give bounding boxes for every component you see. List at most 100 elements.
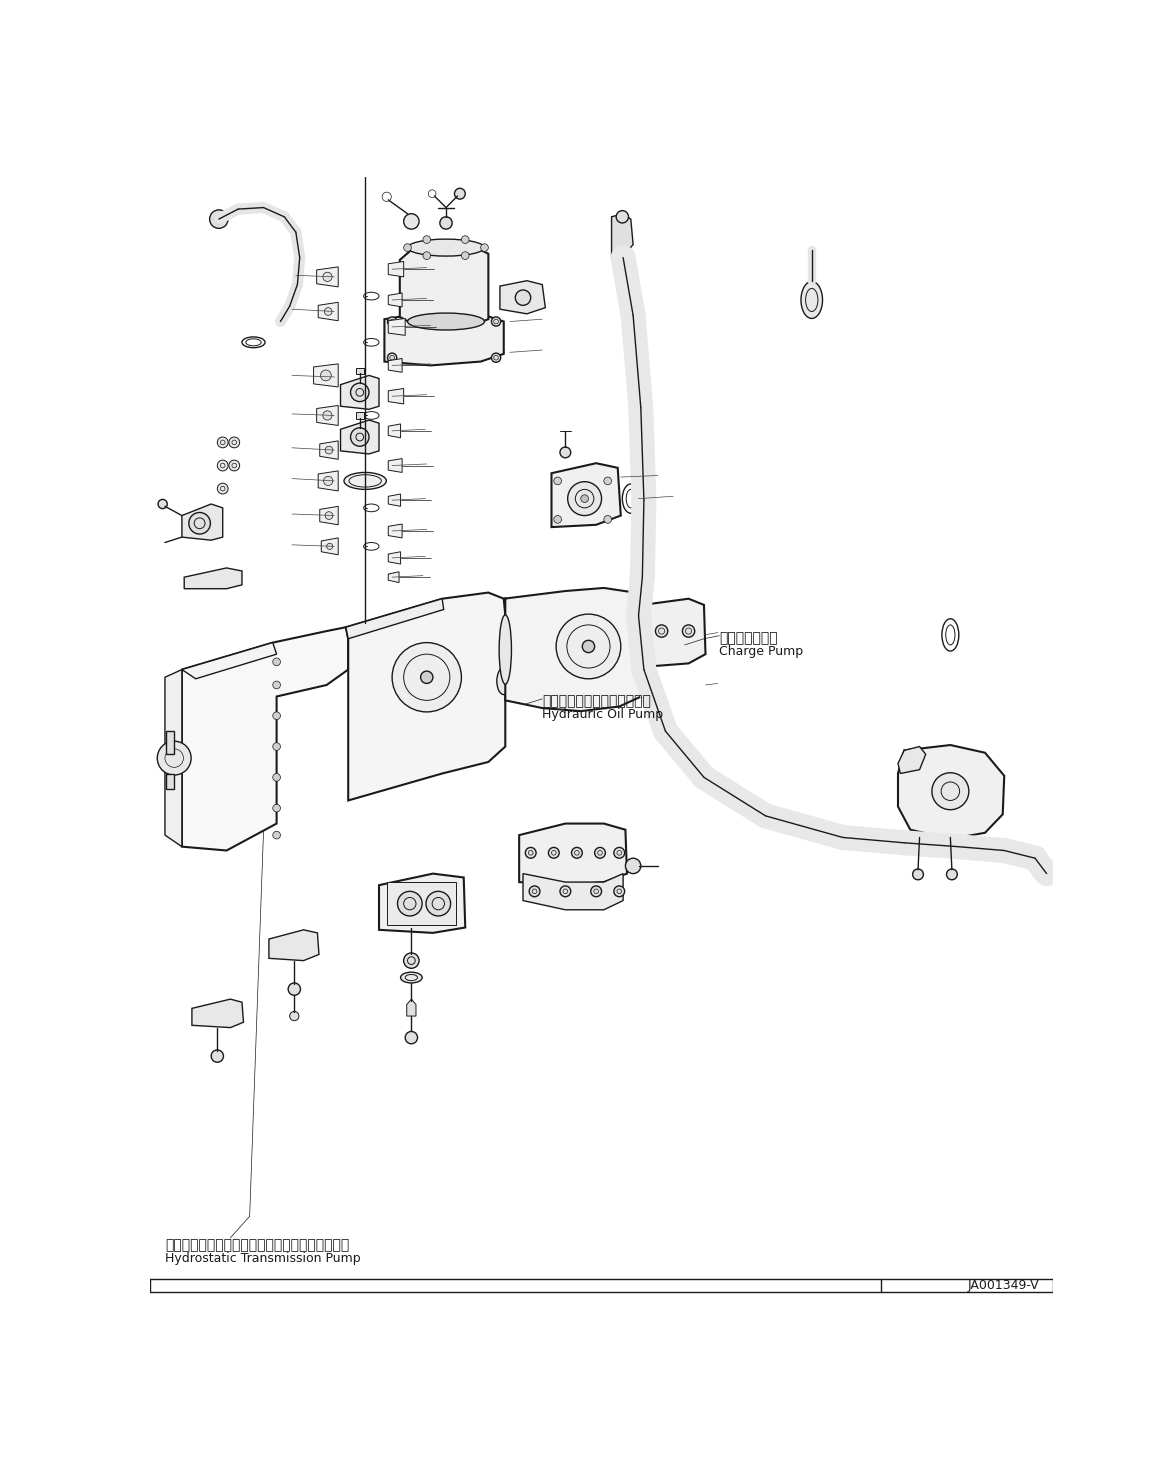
Text: チャージポンプ: チャージポンプ [719, 630, 778, 645]
Ellipse shape [364, 411, 379, 420]
Circle shape [157, 741, 191, 775]
Circle shape [554, 477, 562, 485]
Circle shape [931, 773, 969, 810]
Ellipse shape [407, 239, 484, 256]
Polygon shape [318, 471, 338, 491]
Circle shape [423, 252, 430, 259]
Circle shape [325, 511, 333, 520]
Text: ハイドロリックオイルポンプ: ハイドロリックオイルポンプ [542, 694, 651, 709]
Circle shape [289, 982, 300, 996]
Polygon shape [318, 302, 338, 321]
Polygon shape [899, 747, 925, 773]
Circle shape [210, 209, 228, 228]
Polygon shape [388, 389, 404, 404]
Text: Hydrostatic Transmission Pump: Hydrostatic Transmission Pump [165, 1252, 360, 1265]
Polygon shape [400, 245, 488, 327]
Polygon shape [388, 262, 404, 277]
Polygon shape [184, 569, 242, 589]
Polygon shape [388, 458, 402, 473]
Bar [387, 882, 456, 925]
Circle shape [351, 427, 369, 446]
Circle shape [273, 831, 280, 840]
Circle shape [351, 383, 369, 402]
Circle shape [423, 236, 430, 243]
Polygon shape [649, 598, 705, 666]
Circle shape [454, 189, 466, 199]
Circle shape [189, 513, 210, 535]
Polygon shape [317, 267, 338, 287]
Circle shape [326, 544, 333, 549]
Polygon shape [192, 999, 244, 1028]
Circle shape [273, 711, 280, 720]
Circle shape [440, 217, 452, 230]
Circle shape [217, 460, 228, 471]
Circle shape [625, 859, 640, 873]
Circle shape [616, 211, 629, 222]
Bar [167, 731, 175, 754]
Polygon shape [182, 627, 348, 850]
Ellipse shape [364, 542, 379, 551]
Polygon shape [899, 745, 1004, 840]
Circle shape [491, 317, 501, 326]
Ellipse shape [364, 504, 379, 511]
Ellipse shape [942, 619, 958, 651]
Polygon shape [346, 598, 443, 639]
Polygon shape [313, 364, 338, 387]
Polygon shape [503, 588, 653, 711]
Circle shape [491, 354, 501, 362]
Circle shape [568, 482, 602, 516]
Circle shape [613, 885, 625, 897]
Circle shape [158, 499, 168, 508]
Circle shape [461, 252, 469, 259]
Polygon shape [500, 281, 545, 314]
Circle shape [405, 1031, 418, 1044]
Circle shape [387, 317, 396, 326]
Circle shape [323, 273, 332, 281]
Polygon shape [320, 507, 338, 524]
Circle shape [324, 476, 333, 486]
Polygon shape [388, 293, 402, 306]
Circle shape [481, 243, 488, 252]
Polygon shape [340, 420, 379, 454]
Polygon shape [388, 572, 399, 582]
Circle shape [560, 446, 571, 458]
Circle shape [217, 437, 228, 448]
Circle shape [217, 483, 228, 493]
Circle shape [529, 885, 540, 897]
Circle shape [913, 869, 923, 879]
Circle shape [398, 891, 422, 916]
Circle shape [582, 641, 595, 653]
Ellipse shape [344, 473, 386, 489]
Circle shape [404, 953, 419, 968]
Circle shape [604, 477, 611, 485]
Polygon shape [165, 670, 182, 847]
Ellipse shape [400, 972, 422, 982]
Circle shape [526, 847, 536, 859]
Ellipse shape [364, 339, 379, 346]
Ellipse shape [364, 292, 379, 300]
Bar [355, 412, 364, 418]
Circle shape [404, 214, 419, 230]
Polygon shape [321, 538, 338, 555]
Circle shape [229, 460, 239, 471]
Polygon shape [320, 440, 338, 460]
Polygon shape [611, 214, 633, 258]
Circle shape [273, 742, 280, 750]
Circle shape [229, 437, 239, 448]
Circle shape [273, 804, 280, 812]
Polygon shape [388, 424, 400, 437]
Circle shape [426, 891, 450, 916]
Circle shape [421, 672, 433, 683]
Circle shape [947, 869, 957, 879]
Polygon shape [520, 823, 626, 885]
Text: Hydrauric Oil Pump: Hydrauric Oil Pump [542, 709, 664, 722]
Polygon shape [388, 493, 400, 507]
Polygon shape [379, 873, 466, 932]
Polygon shape [388, 524, 402, 538]
Polygon shape [269, 929, 319, 960]
Bar [355, 368, 364, 374]
Circle shape [554, 516, 562, 523]
Text: JA001349-V: JA001349-V [968, 1279, 1039, 1292]
Polygon shape [182, 504, 223, 541]
Circle shape [273, 773, 280, 781]
